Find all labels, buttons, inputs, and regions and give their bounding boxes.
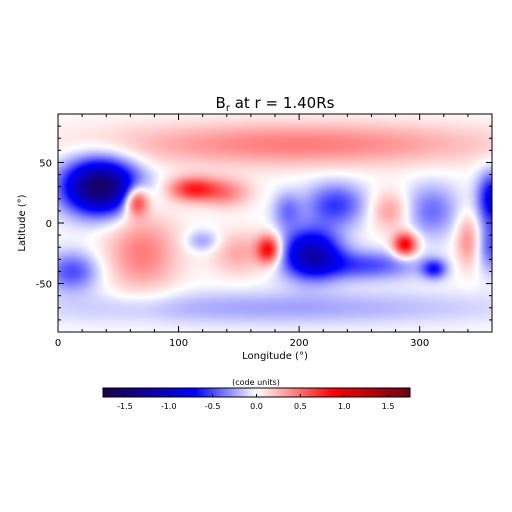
y-tick-label: -50 [36,280,52,291]
colorbar-tick-label: 1.5 [382,402,395,411]
colorbar-ticks: -1.5 -1.0 -0.5 0.0 0.5 1.0 1.5 [117,394,394,411]
colorbar-tick-label: -0.5 [205,402,221,411]
colorbar-tick-label: -1.0 [161,402,177,411]
x-tick-label: 0 [55,338,61,349]
heatmap-image [58,114,492,332]
y-tick-label: 50 [39,158,52,169]
colorbar-tick-label: 1.0 [338,402,351,411]
colorbar-tick-label: -1.5 [117,402,133,411]
y-axis-label: Latitude (°) [17,194,28,251]
chart-title: Br at r = 1.40Rs [216,94,335,114]
x-tick-label: 200 [290,338,309,349]
x-tick-label: 300 [410,338,429,349]
colorbar-tick-label: 0.0 [250,402,263,411]
colorbar-label: (code units) [232,378,280,387]
axis-ticks: 0 100 200 300 -50 0 50 [36,114,493,349]
x-axis-label: Longitude (°) [242,351,308,362]
colorbar-tick-label: 0.5 [294,402,307,411]
y-tick-label: 0 [46,219,52,230]
x-tick-label: 100 [169,338,188,349]
